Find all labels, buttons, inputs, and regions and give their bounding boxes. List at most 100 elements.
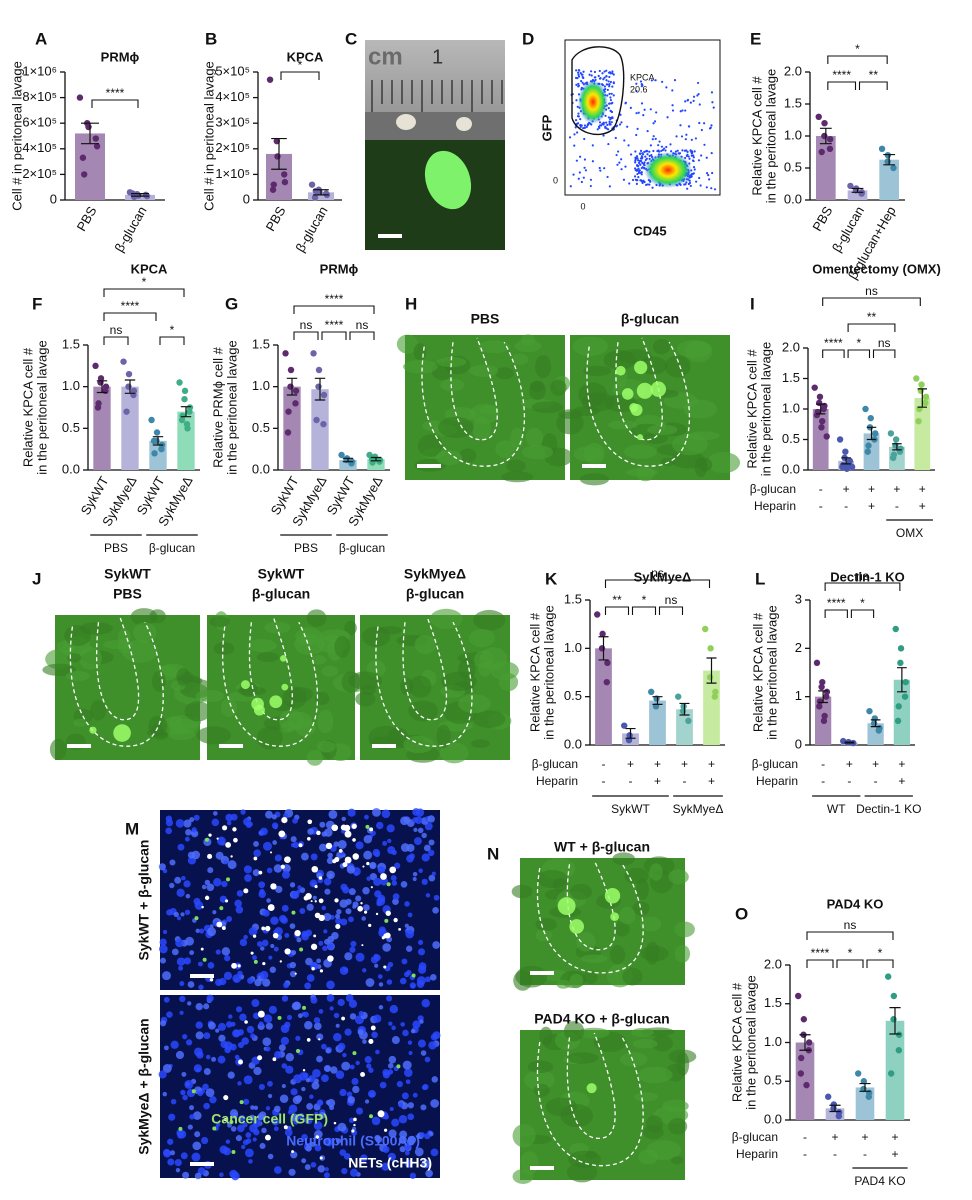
y-tick-label: 0 (795, 736, 802, 751)
density (578, 80, 608, 124)
chart-title: SykMyeΔ (634, 569, 692, 584)
tumor-nodule (456, 117, 472, 131)
event (575, 159, 578, 162)
net (233, 837, 238, 843)
neutrophil (239, 938, 248, 947)
net (201, 905, 204, 909)
event (635, 89, 638, 93)
neutrophil (388, 1129, 397, 1138)
error-bar (81, 122, 99, 145)
neutrophil (249, 1123, 258, 1133)
neutrophil (335, 1023, 340, 1028)
neutrophil (324, 1064, 332, 1072)
event (697, 159, 701, 162)
neutrophil (197, 1167, 206, 1175)
neutrophil (223, 971, 233, 980)
data-point (823, 693, 830, 700)
condition-sign: + (681, 757, 688, 771)
neutrophil (211, 818, 220, 827)
neutrophil (175, 1050, 185, 1060)
texture (429, 608, 463, 629)
neutrophil (261, 939, 269, 947)
event (611, 101, 614, 104)
data-point (819, 418, 826, 425)
texture (316, 740, 336, 753)
net (250, 951, 254, 955)
bar (795, 1042, 815, 1120)
significance-bracket (631, 606, 657, 615)
neutrophil (300, 852, 309, 861)
texture (408, 700, 439, 722)
error-bar (131, 193, 149, 197)
data-point (884, 973, 892, 980)
texture (473, 609, 506, 631)
data-point (887, 1070, 895, 1077)
neutrophil (326, 980, 335, 990)
neutrophil (176, 957, 186, 966)
event (708, 127, 712, 130)
event (569, 185, 572, 188)
condition-name: β-glucan (750, 482, 796, 496)
net (232, 827, 237, 832)
significance-bracket (806, 959, 834, 968)
event (671, 104, 674, 107)
image-title: PAD4 KO + β-glucan (534, 1011, 669, 1027)
gfp-signal (569, 919, 585, 934)
texture (334, 635, 351, 658)
significance-label: **** (832, 68, 851, 82)
y-tick-label: 0.0 (252, 461, 270, 476)
condition-sign: + (898, 757, 905, 771)
neutrophil (217, 1022, 226, 1031)
image-title: β-glucan (406, 586, 464, 602)
neutrophil (229, 1169, 238, 1179)
significance-bracket (293, 331, 319, 340)
neutrophil (280, 1024, 290, 1034)
significance-bracket (824, 582, 901, 591)
texture (566, 1162, 598, 1183)
neutrophil (245, 1132, 252, 1138)
neutrophil (421, 853, 430, 862)
net (280, 864, 285, 869)
texture (577, 1027, 610, 1039)
image-title: SykMyeΔ (404, 566, 466, 582)
neutrophil (160, 1020, 167, 1027)
gfp-signal (610, 912, 619, 922)
event (604, 114, 607, 117)
error-bar (706, 657, 717, 684)
neutrophil (283, 982, 290, 989)
texture (495, 367, 514, 380)
data-point (125, 370, 133, 378)
event (692, 159, 695, 163)
bar (812, 409, 829, 470)
texture (73, 718, 87, 727)
event (648, 150, 651, 153)
cancer-cell (291, 910, 296, 915)
texture (524, 1069, 555, 1091)
neutrophil (310, 1161, 317, 1168)
event (684, 138, 687, 141)
event (646, 150, 649, 153)
neutrophil (262, 909, 270, 917)
event (580, 180, 583, 184)
panel-letter: N (487, 844, 499, 863)
texture (566, 1052, 599, 1064)
texture (458, 694, 491, 714)
condition-sign: - (863, 1147, 867, 1161)
neutrophil (407, 1135, 417, 1144)
texture (118, 628, 131, 646)
event (635, 112, 638, 115)
net (393, 917, 398, 923)
neutrophil (288, 1168, 296, 1176)
neutrophil (361, 916, 366, 921)
gfp-signal (634, 360, 648, 375)
neutrophil (218, 1034, 226, 1042)
event (584, 169, 588, 172)
data-point (621, 722, 628, 729)
neutrophil (194, 901, 204, 910)
neutrophil (321, 831, 327, 837)
neutrophil (425, 976, 431, 983)
neutrophil (421, 1159, 431, 1169)
cancer-cell (365, 824, 370, 829)
data-point (811, 384, 818, 391)
